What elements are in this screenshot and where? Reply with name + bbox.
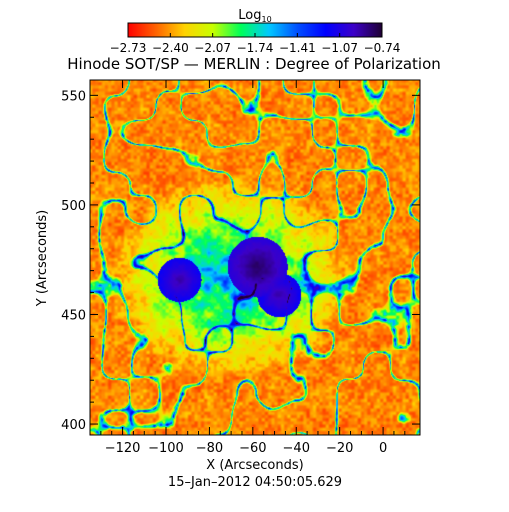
colorbar-tick-label: −2.07 (194, 41, 231, 55)
colorbar-tick-label: −2.73 (110, 41, 147, 55)
colorbar-tick-label: −0.74 (364, 41, 401, 55)
colorbar-label: Log10 (238, 8, 271, 24)
y-axis: 400 450 500 550 (61, 89, 420, 433)
x-tick-label: −40 (283, 441, 310, 456)
y-axis-label: Y (Arcseconds) (35, 210, 50, 307)
x-tick-label: −80 (196, 441, 223, 456)
colorbar-tick-label: −1.41 (279, 41, 316, 55)
y-tick-label: 500 (61, 199, 86, 214)
x-tick-label: 0 (379, 441, 387, 456)
polarization-heatmap (90, 80, 420, 435)
x-tick-label: −100 (148, 441, 184, 456)
y-tick-label: 550 (61, 89, 86, 104)
timestamp: 15–Jan–2012 04:50:05.629 (168, 475, 342, 490)
plot-frame (89, 79, 421, 436)
plot-area (89, 79, 421, 436)
x-axis: −120 −100 −80 −60 −40 −20 0 (100, 80, 406, 456)
colorbar-tick-label: −2.40 (152, 41, 189, 55)
y-tick-label: 450 (61, 308, 86, 323)
colorbar-tick-label: −1.07 (321, 41, 358, 55)
colorbar-ticks: −2.73 −2.40 −2.07 −1.74 −1.41 −1.07 −0.74 (110, 33, 401, 55)
chart-title: Hinode SOT/SP — MERLIN : Degree of Polar… (67, 55, 441, 73)
y-tick-label: 400 (61, 418, 86, 433)
x-tick-label: −60 (239, 441, 266, 456)
x-axis-label: X (Arcseconds) (206, 458, 303, 473)
x-tick-label: −20 (326, 441, 353, 456)
x-tick-label: −120 (105, 441, 141, 456)
colorbar-tick-label: −1.74 (237, 41, 274, 55)
